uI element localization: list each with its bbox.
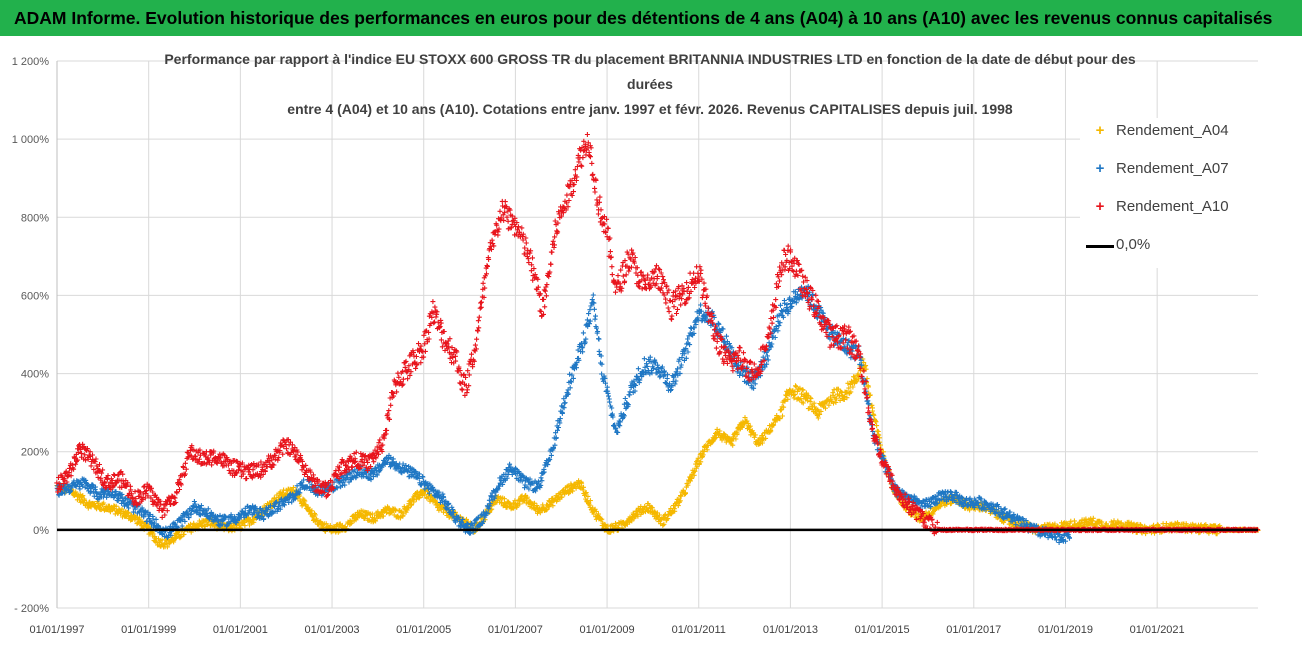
legend-item-zero: 0,0% <box>1086 234 1292 258</box>
x-tick-label: 01/01/2001 <box>213 624 268 636</box>
y-tick-label: 800% <box>21 212 49 224</box>
x-tick-label: 01/01/2021 <box>1130 624 1185 636</box>
legend-label-zero: 0,0% <box>1116 236 1151 253</box>
y-tick-label: 600% <box>21 290 49 302</box>
zero-line-swatch <box>1086 245 1114 248</box>
x-tick-label: 01/01/1999 <box>121 624 176 636</box>
y-tick-label: 1 200% <box>12 56 50 68</box>
plus-marker-icon: + <box>1095 160 1105 177</box>
legend: + Rendement_A04 + Rendement_A07 + Rendem… <box>1080 118 1290 268</box>
legend-label-a07: Rendement_A07 <box>1116 160 1229 177</box>
plot-area: 1 200% 1 000% 800% 600% 400% 200% 0% - 200% 01/0… <box>12 56 1261 636</box>
series-markers-a07 <box>54 283 1072 545</box>
y-tick-label: 200% <box>21 447 49 459</box>
plus-marker-icon: + <box>1095 198 1105 215</box>
legend-label-a10: Rendement_A10 <box>1116 198 1229 215</box>
legend-item-a07: + Rendement_A07 <box>1092 158 1292 182</box>
y-tick-label: - 200% <box>14 603 49 615</box>
chart-title-line-1: Performance par rapport à l'indice EU ST… <box>164 51 1136 67</box>
legend-item-a10: + Rendement_A10 <box>1092 196 1292 220</box>
x-tick-label: 01/01/2007 <box>488 624 543 636</box>
x-tick-label: 01/01/2005 <box>396 624 451 636</box>
x-tick-label: 01/01/1997 <box>29 624 84 636</box>
x-tick-label: 01/01/2011 <box>672 624 726 636</box>
x-tick-label: 01/01/2009 <box>580 624 635 636</box>
x-tick-label: 01/01/2019 <box>1038 624 1093 636</box>
y-tick-label: 1 000% <box>12 134 50 146</box>
chart-frame: 1 200% 1 000% 800% 600% 400% 200% 0% - 200% 01/0… <box>0 38 1302 647</box>
chart-title-line-2: durées <box>627 76 673 92</box>
plus-marker-icon: + <box>1095 122 1105 139</box>
x-tick-label: 01/01/2015 <box>855 624 910 636</box>
y-tick-label: 0% <box>33 525 49 537</box>
y-tick-label: 400% <box>21 369 49 381</box>
legend-item-a04: + Rendement_A04 <box>1092 120 1292 144</box>
legend-label-a04: Rendement_A04 <box>1116 122 1229 139</box>
x-tick-label: 01/01/2003 <box>305 624 360 636</box>
x-tick-label: 01/01/2017 <box>946 624 1001 636</box>
chart-title-line-3: entre 4 (A04) et 10 ans (A10). Cotations… <box>287 101 1013 117</box>
report-banner: ADAM Informe. Evolution historique des p… <box>0 0 1302 36</box>
x-tick-label: 01/01/2013 <box>763 624 818 636</box>
